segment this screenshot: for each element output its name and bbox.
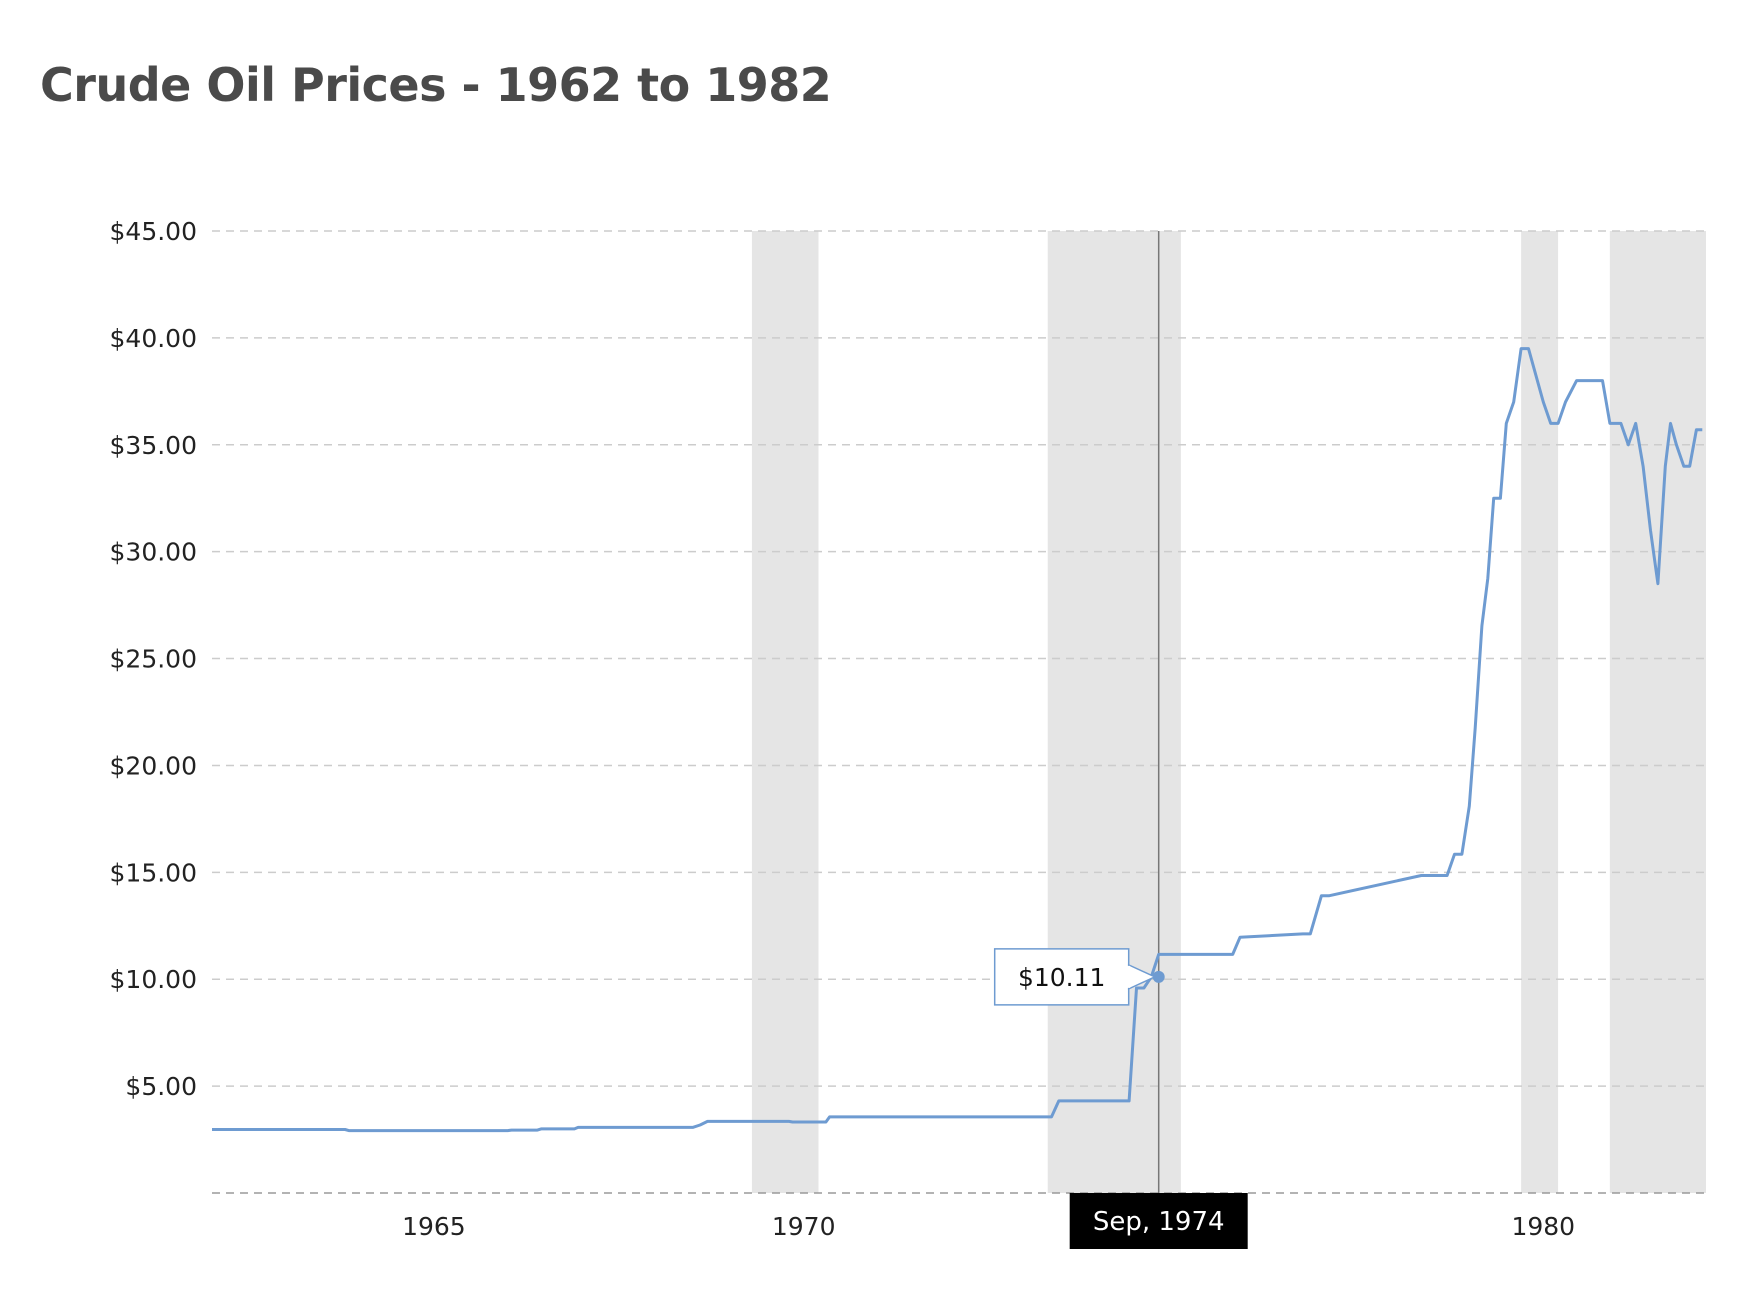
y-tick-label: $10.00: [110, 965, 197, 994]
chart-title: Crude Oil Prices - 1962 to 1982: [40, 58, 832, 112]
price-series-line[interactable]: [212, 347, 1703, 1133]
y-tick-label: $20.00: [110, 751, 197, 780]
tooltip-value-label: $10.11: [1018, 963, 1105, 992]
crosshair-date-label: Sep, 1974: [1069, 1193, 1248, 1249]
y-tick-label: $40.00: [110, 324, 197, 353]
recession-bands: [751, 231, 1706, 1193]
y-tick-label: $25.00: [110, 645, 197, 674]
y-tick-label: $30.00: [110, 538, 197, 567]
tooltip-box-background: [993, 948, 1130, 1006]
recession-band: [1609, 231, 1706, 1193]
recession-band: [751, 231, 819, 1193]
recession-band: [1521, 231, 1559, 1193]
x-tick-label: 1970: [772, 1212, 836, 1241]
value-tooltip: $10.11: [993, 948, 1157, 1006]
y-axis-labels: $5.00 $10.00 $15.00 $20.00 $25.00 $30.00 $35.0…: [110, 217, 197, 1101]
x-axis-labels: 1965197019751980: [402, 1212, 1575, 1241]
recession-band: [1047, 231, 1181, 1193]
y-gridlines: [212, 230, 1706, 1194]
y-tick-label: $45.00: [110, 217, 197, 246]
x-tick-label: 1965: [402, 1212, 466, 1241]
crosshair-date-text: Sep, 1974: [1093, 1207, 1225, 1237]
y-tick-label: $15.00: [110, 858, 197, 887]
hover-point-marker: [1152, 970, 1165, 983]
y-tick-label: $5.00: [125, 1072, 197, 1101]
x-tick-label: 1980: [1511, 1212, 1575, 1241]
y-tick-label: $35.00: [110, 431, 197, 460]
crosshair-label-background: [1069, 1193, 1248, 1249]
